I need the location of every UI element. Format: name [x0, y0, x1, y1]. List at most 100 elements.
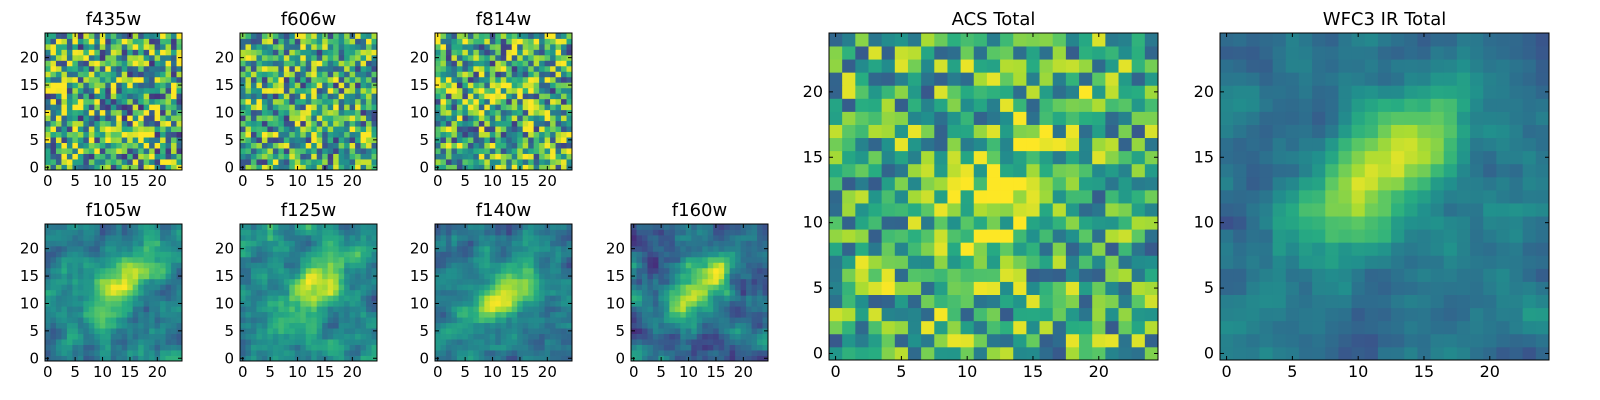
- y-tick-label: 5: [224, 131, 234, 149]
- heatmap-cell: [311, 137, 318, 143]
- heatmap-cell: [149, 339, 155, 345]
- heatmap-cell: [50, 234, 57, 241]
- heatmap-cell: [176, 333, 183, 340]
- heatmap-cell: [511, 60, 518, 67]
- heatmap-cell: [1131, 333, 1146, 348]
- heatmap-cell: [256, 137, 263, 143]
- heatmap-cell: [467, 33, 474, 39]
- heatmap-cell: [66, 245, 73, 252]
- heatmap-cell: [305, 38, 312, 45]
- heatmap-cell: [272, 284, 279, 291]
- heatmap-cell: [451, 300, 458, 307]
- heatmap-cell: [746, 284, 752, 291]
- heatmap-cell: [267, 339, 274, 345]
- heatmap-cell: [45, 159, 51, 165]
- heatmap-cell: [934, 346, 948, 361]
- heatmap-cell: [99, 256, 106, 263]
- heatmap-cell: [566, 142, 573, 149]
- heatmap-cell: [149, 229, 155, 236]
- heatmap-cell: [445, 251, 452, 258]
- heatmap-cell: [674, 262, 681, 269]
- heatmap-cell: [517, 278, 524, 285]
- heatmap-cell: [149, 234, 155, 241]
- axes-frame: [44, 32, 183, 171]
- heatmap-cell: [149, 273, 155, 280]
- heatmap-cell: [921, 281, 935, 295]
- heatmap-cell: [522, 82, 529, 89]
- heatmap-cell: [855, 203, 869, 217]
- heatmap-cell: [256, 87, 263, 94]
- heatmap-cell: [272, 120, 279, 127]
- heatmap-cell: [333, 350, 340, 356]
- heatmap-cell: [528, 289, 535, 296]
- heatmap-cell: [451, 76, 458, 83]
- heatmap-cell: [176, 284, 183, 291]
- heatmap-cell: [138, 251, 145, 258]
- heatmap-cell: [973, 268, 988, 282]
- heatmap-cell: [300, 109, 307, 116]
- heatmap-cell: [445, 273, 452, 280]
- heatmap-cell: [171, 93, 177, 100]
- heatmap-cell: [245, 60, 252, 67]
- heatmap-cell: [245, 65, 252, 72]
- heatmap-cell: [261, 328, 268, 334]
- heatmap-cell: [691, 245, 698, 252]
- heatmap-cell: [500, 142, 507, 149]
- heatmap-cell: [652, 322, 659, 329]
- heatmap-cell: [506, 267, 513, 274]
- heatmap-cell: [261, 229, 268, 236]
- heatmap-cell: [272, 339, 279, 345]
- heatmap-cell: [165, 300, 172, 307]
- heatmap-cell: [495, 98, 502, 105]
- heatmap-cell: [555, 76, 562, 83]
- heatmap-cell: [176, 153, 183, 160]
- heatmap-cell: [511, 273, 518, 280]
- heatmap-cell: [707, 284, 714, 291]
- heatmap-cell: [500, 126, 507, 133]
- heatmap-cell: [473, 322, 480, 329]
- heatmap-cell: [511, 333, 518, 340]
- heatmap-cell: [105, 355, 112, 362]
- heatmap-cell: [250, 273, 257, 280]
- heatmap-cell: [360, 240, 367, 247]
- heatmap-cell: [1000, 281, 1014, 295]
- heatmap-cell: [533, 115, 540, 122]
- heatmap-cell: [66, 104, 73, 111]
- heatmap-cell: [511, 93, 518, 100]
- heatmap-cell: [1131, 176, 1146, 191]
- heatmap-cell: [165, 153, 172, 160]
- heatmap-cell: [528, 164, 535, 171]
- heatmap-cell: [947, 294, 961, 309]
- heatmap-cell: [751, 245, 758, 252]
- heatmap-cell: [72, 120, 79, 127]
- heatmap-cell: [138, 148, 145, 154]
- heatmap-cell: [947, 255, 961, 269]
- heatmap-cell: [467, 54, 474, 61]
- heatmap-cell: [121, 240, 128, 247]
- heatmap-cell: [316, 54, 323, 61]
- heatmap-cell: [50, 284, 57, 291]
- heatmap-cell: [462, 131, 469, 138]
- heatmap-cell: [533, 278, 540, 285]
- heatmap-cell: [757, 333, 763, 340]
- heatmap-cell: [61, 38, 68, 45]
- heatmap-cell: [691, 306, 698, 313]
- heatmap-cell: [467, 82, 474, 89]
- heatmap-cell: [921, 320, 935, 335]
- heatmap-cell: [462, 333, 469, 340]
- heatmap-cell: [256, 93, 263, 100]
- heatmap-cell: [467, 115, 474, 122]
- heatmap-cell: [77, 300, 84, 307]
- heatmap-cell: [250, 120, 257, 127]
- heatmap-cell: [138, 120, 145, 127]
- heatmap-cell: [691, 278, 698, 285]
- heatmap-cell: [160, 148, 166, 154]
- heatmap-cell: [121, 109, 128, 116]
- heatmap-cell: [127, 251, 134, 258]
- heatmap-cell: [50, 289, 57, 296]
- heatmap-cell: [305, 224, 312, 230]
- heatmap-cell: [311, 87, 318, 94]
- heatmap-cell: [305, 344, 312, 351]
- heatmap-cell: [278, 60, 285, 67]
- heatmap-cell: [338, 224, 345, 230]
